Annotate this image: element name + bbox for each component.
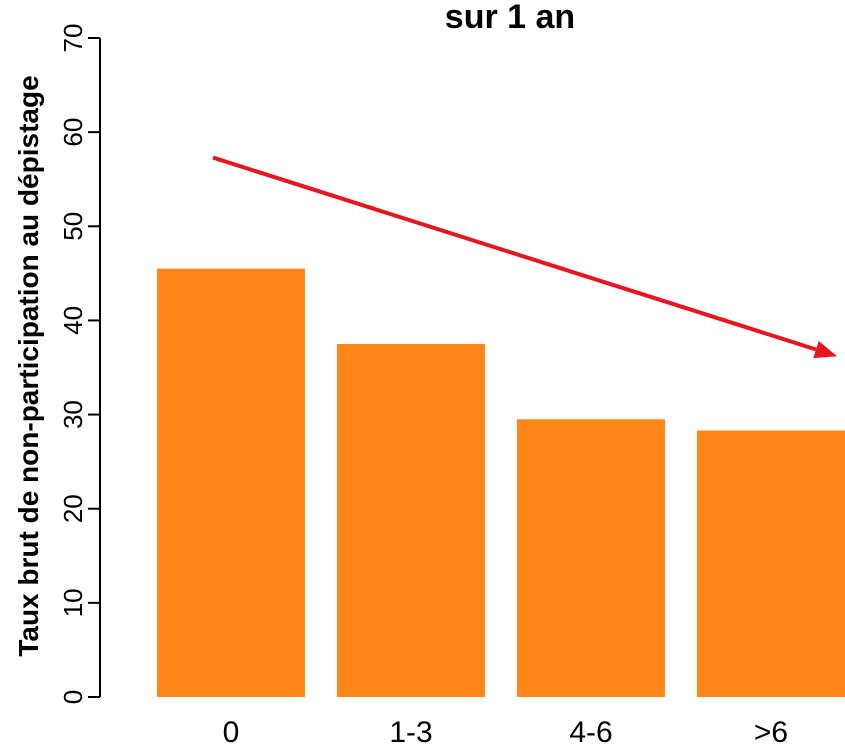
chart-title: sur 1 an — [445, 0, 575, 36]
y-tick-label: 60 — [58, 118, 88, 147]
x-tick-label: >6 — [754, 716, 788, 749]
x-tick-label: 1-3 — [389, 716, 432, 749]
y-axis-label: Taux brut de non-participation au dépist… — [13, 75, 44, 656]
y-tick-label: 70 — [58, 24, 88, 53]
y-tick-label: 30 — [58, 400, 88, 429]
y-tick-label: 0 — [58, 690, 88, 704]
x-tick-label: 4-6 — [569, 716, 612, 749]
trend-arrow-group — [213, 158, 837, 359]
trend-arrow-head — [813, 341, 837, 358]
bars-group — [157, 269, 845, 697]
bar-4-6 — [517, 419, 665, 697]
y-axis: 0 10 20 30 40 50 60 70 — [58, 24, 100, 705]
x-tick-labels: 0 1-3 4-6 >6 — [223, 716, 788, 749]
y-tick-label: 40 — [58, 306, 88, 335]
bar-0 — [157, 269, 305, 697]
bar-1-3 — [337, 344, 485, 697]
x-tick-label: 0 — [223, 716, 240, 749]
y-tick-label: 50 — [58, 212, 88, 241]
bar->6 — [697, 431, 845, 697]
y-tick-label: 20 — [58, 494, 88, 523]
y-tick-label: 10 — [58, 588, 88, 617]
